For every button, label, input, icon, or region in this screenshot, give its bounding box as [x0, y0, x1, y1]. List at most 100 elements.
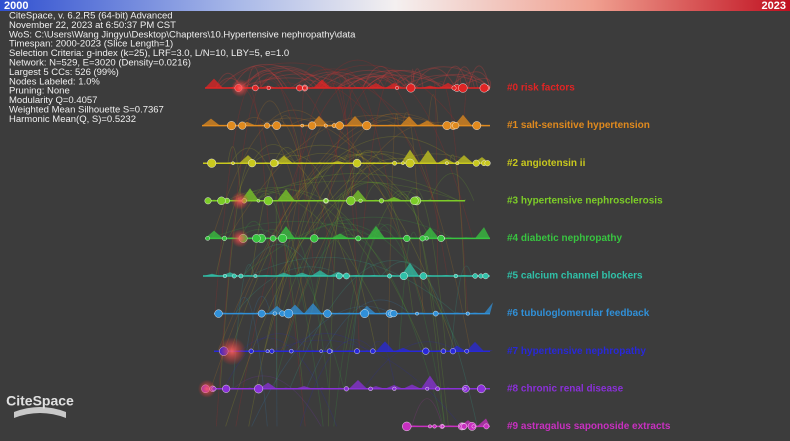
- link: [257, 192, 304, 389]
- link: [331, 76, 407, 164]
- cluster-label: #9 astragalus saponoside extracts: [507, 421, 671, 432]
- link: [252, 153, 362, 314]
- info-line: WoS: C:\Users\Wang Jingyu\Desktop\Chapte…: [9, 29, 356, 40]
- node: [278, 233, 288, 243]
- node: [399, 272, 408, 280]
- link: [233, 71, 379, 126]
- arc: [448, 71, 491, 89]
- node: [360, 309, 370, 318]
- link: [433, 82, 439, 277]
- link: [243, 244, 316, 277]
- link: [311, 64, 460, 126]
- link: [215, 144, 296, 277]
- link: [289, 118, 426, 314]
- node: [335, 121, 344, 130]
- arc: [336, 77, 373, 89]
- node: [254, 384, 264, 394]
- node: [449, 348, 456, 355]
- node: [432, 310, 439, 317]
- node: [238, 121, 247, 130]
- node: [207, 158, 217, 168]
- link: [381, 261, 478, 427]
- link: [316, 150, 382, 352]
- link: [214, 82, 260, 314]
- link: [240, 337, 338, 427]
- node: [378, 198, 384, 204]
- node: [269, 159, 278, 168]
- node: [471, 424, 476, 429]
- arc: [246, 66, 262, 89]
- link: [328, 81, 369, 201]
- link: [275, 196, 278, 389]
- timeline-peaks: [205, 375, 490, 389]
- node: [352, 158, 362, 168]
- link: [252, 173, 459, 202]
- link: [302, 153, 401, 352]
- link: [289, 260, 429, 389]
- arc: [361, 76, 385, 89]
- node: [392, 386, 397, 391]
- arc: [245, 70, 284, 89]
- arc: [365, 69, 443, 89]
- link: [271, 339, 462, 427]
- link: [332, 76, 360, 352]
- node: [370, 348, 376, 354]
- arc: [249, 73, 348, 89]
- link: [297, 64, 347, 126]
- node: [401, 161, 405, 165]
- link: [389, 190, 449, 427]
- node: [419, 272, 428, 280]
- node: [343, 272, 350, 280]
- node: [319, 349, 323, 353]
- node: [428, 424, 432, 429]
- cluster-label: #4 diabetic nephropathy: [507, 233, 622, 244]
- link: [246, 295, 271, 352]
- link: [213, 62, 412, 126]
- info-line: Modularity Q=0.4057: [9, 95, 97, 106]
- node: [205, 236, 210, 241]
- arc: [290, 71, 376, 89]
- link: [210, 113, 438, 389]
- node: [395, 86, 399, 90]
- timeline-peaks: [202, 114, 490, 126]
- node: [264, 122, 271, 129]
- node: [455, 161, 460, 166]
- link: [240, 220, 277, 277]
- arc: [239, 66, 329, 89]
- link: [273, 229, 374, 389]
- node: [323, 309, 332, 318]
- arc: [307, 73, 357, 89]
- node: [252, 84, 259, 92]
- link: [359, 75, 474, 239]
- link: [240, 117, 299, 201]
- link: [277, 115, 308, 201]
- node: [231, 273, 237, 279]
- node: [422, 347, 430, 355]
- node: [256, 199, 261, 203]
- node: [402, 421, 412, 432]
- link: [226, 190, 381, 314]
- arc: [411, 68, 424, 89]
- arc: [398, 74, 491, 89]
- burst-node: [198, 379, 216, 398]
- node: [405, 158, 415, 168]
- node: [432, 424, 437, 429]
- arc: [390, 66, 491, 89]
- node: [451, 85, 457, 91]
- link: [294, 68, 435, 201]
- info-line: Harmonic Mean(Q, S)=0.5232: [9, 114, 136, 125]
- links: [210, 59, 492, 427]
- link: [242, 216, 453, 277]
- info-line: November 22, 2023 at 6:50:37 PM CST: [9, 20, 176, 31]
- info-line: Nodes Labeled: 1.0%: [9, 76, 100, 87]
- link: [361, 75, 401, 239]
- info-line: Largest 5 CCs: 526 (99%): [9, 67, 119, 78]
- node: [440, 424, 445, 429]
- node: [289, 349, 294, 354]
- link: [351, 263, 376, 352]
- link: [343, 73, 355, 164]
- node: [465, 311, 470, 316]
- node: [482, 272, 489, 280]
